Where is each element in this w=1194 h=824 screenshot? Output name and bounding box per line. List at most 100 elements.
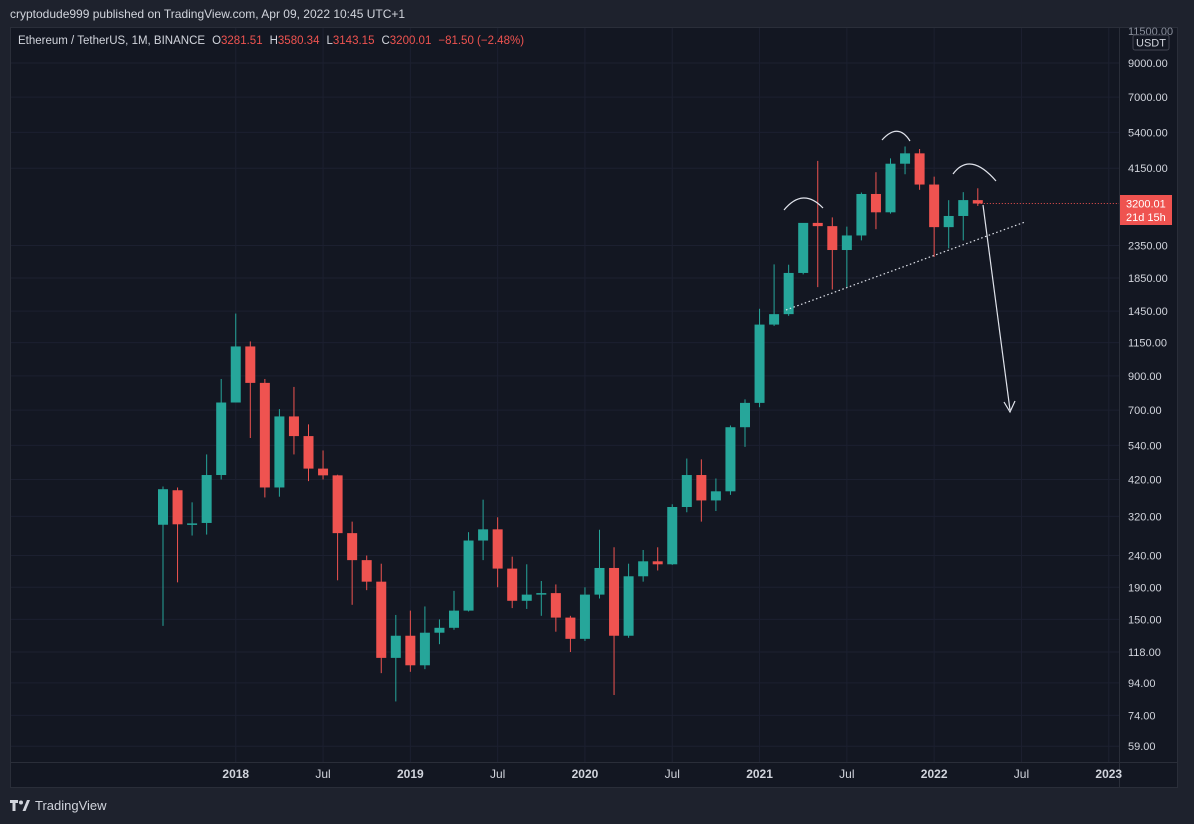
candle[interactable]: [740, 399, 750, 447]
candle[interactable]: [725, 425, 736, 495]
candle-body: [550, 593, 561, 618]
candle-body: [361, 560, 372, 582]
down-arrow-shaft[interactable]: [982, 204, 1011, 411]
candle[interactable]: [216, 378, 227, 480]
time-axis[interactable]: 2018 Jul 2019 Jul 2020 Jul 2021 Jul 2022 Jul 2023: [222, 767, 1122, 781]
candle[interactable]: [303, 424, 314, 482]
candle[interactable]: [841, 226, 852, 288]
candle[interactable]: [347, 521, 358, 605]
candle[interactable]: [318, 450, 329, 480]
candle[interactable]: [158, 486, 168, 626]
candle-body: [652, 561, 663, 565]
candle[interactable]: [187, 502, 198, 536]
price-axis[interactable]: 9000.00 7000.00 5400.00 4150.00 2350.00 1850.…: [1128, 58, 1168, 753]
price-tick-label: 7000.00: [1128, 92, 1168, 104]
candle-body: [638, 561, 649, 577]
price-tick-label: 9000.00: [1128, 58, 1168, 70]
candle[interactable]: [288, 386, 299, 455]
candle[interactable]: [856, 192, 867, 241]
candle[interactable]: [783, 264, 794, 316]
candle[interactable]: [667, 504, 678, 565]
candle[interactable]: [565, 615, 576, 652]
candle[interactable]: [958, 192, 969, 241]
legend-change: −81.50 (−2.48%): [438, 35, 525, 47]
candle[interactable]: [943, 200, 954, 249]
candle-body: [900, 153, 911, 164]
candle[interactable]: [710, 478, 721, 512]
candle[interactable]: [623, 563, 634, 638]
candle[interactable]: [609, 547, 620, 695]
candle-body: [696, 475, 707, 501]
candle[interactable]: [870, 172, 881, 230]
last-price-value: 3200.01: [1126, 199, 1166, 211]
candle-body: [929, 184, 940, 228]
series-legend[interactable]: Ethereum / TetherUS, 1M, BINANCE O3281.51…: [18, 35, 524, 47]
candle-body: [579, 594, 590, 639]
price-tick-label: 700.00: [1128, 405, 1162, 417]
candle[interactable]: [696, 459, 707, 522]
candle[interactable]: [754, 308, 765, 408]
candle[interactable]: [361, 555, 372, 591]
candle[interactable]: [434, 619, 445, 645]
candle[interactable]: [259, 378, 270, 498]
candle-body: [740, 402, 750, 428]
candle[interactable]: [463, 532, 474, 612]
neckline[interactable]: [785, 221, 1026, 311]
candle[interactable]: [536, 580, 547, 616]
candle[interactable]: [274, 409, 285, 497]
candle-body: [158, 489, 168, 525]
candle[interactable]: [507, 556, 518, 609]
candle[interactable]: [201, 454, 212, 535]
candle[interactable]: [492, 517, 503, 588]
candles: [158, 146, 1119, 702]
candle-body: [536, 593, 547, 595]
candle[interactable]: [478, 499, 489, 561]
candle[interactable]: [652, 547, 663, 571]
chart-panel[interactable]: [10, 27, 1178, 788]
time-tick-label: 2021: [746, 767, 773, 781]
candle[interactable]: [798, 222, 809, 275]
candle-body: [681, 475, 692, 508]
candle[interactable]: [594, 529, 605, 599]
candle-body: [434, 627, 445, 633]
price-tick-label: 190.00: [1128, 582, 1162, 594]
candle[interactable]: [769, 264, 780, 326]
candle[interactable]: [390, 614, 401, 702]
candle[interactable]: [900, 146, 911, 175]
candle[interactable]: [972, 188, 983, 206]
candle-body: [594, 567, 605, 595]
candle[interactable]: [230, 313, 241, 403]
legend-high-label: H: [269, 35, 278, 47]
annotations: [783, 130, 1026, 414]
left-shoulder-arc[interactable]: [783, 197, 824, 211]
candle[interactable]: [376, 563, 387, 674]
candle[interactable]: [579, 587, 590, 641]
candle[interactable]: [172, 487, 183, 583]
candle[interactable]: [929, 176, 940, 257]
candle[interactable]: [332, 474, 343, 581]
candle[interactable]: [681, 458, 692, 513]
candle[interactable]: [449, 590, 459, 630]
candle[interactable]: [885, 158, 896, 214]
candle[interactable]: [245, 341, 256, 438]
price-tick-label: 118.00: [1128, 647, 1161, 659]
candle[interactable]: [521, 564, 532, 609]
head-arc[interactable]: [881, 130, 911, 142]
time-tick-label: Jul: [839, 767, 854, 781]
candle-body: [885, 163, 896, 213]
candle[interactable]: [550, 584, 561, 632]
candle[interactable]: [638, 549, 649, 582]
footer-brand[interactable]: TradingView: [10, 798, 107, 813]
right-shoulder-arc[interactable]: [952, 163, 997, 182]
tradingview-logo-icon: [10, 799, 30, 811]
currency-badge[interactable]: USDT: [1132, 34, 1170, 51]
candle[interactable]: [419, 606, 430, 670]
candle[interactable]: [827, 217, 838, 290]
time-tick-label: 2018: [222, 767, 249, 781]
candle[interactable]: [405, 610, 416, 672]
candle[interactable]: [812, 160, 823, 288]
candle-body: [798, 222, 809, 273]
candle[interactable]: [914, 149, 925, 190]
legend-symbol[interactable]: Ethereum / TetherUS, 1M, BINANCE: [18, 35, 206, 47]
